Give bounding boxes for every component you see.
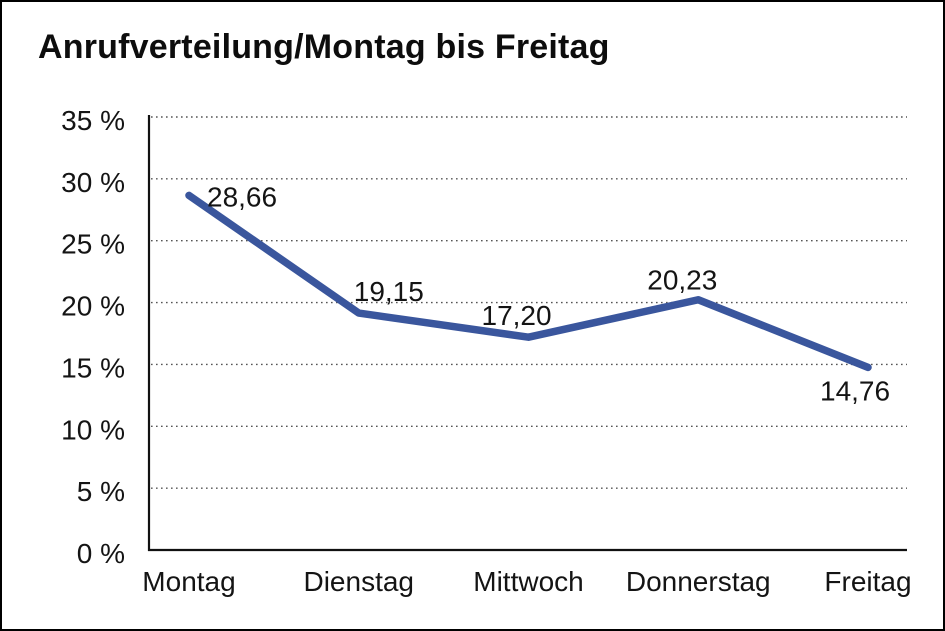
x-category-label: Dienstag [303, 566, 414, 597]
y-tick-label: 25 % [61, 229, 125, 260]
data-point-label: 19,15 [354, 276, 424, 307]
y-tick-label: 0 % [77, 538, 125, 569]
data-series-line [185, 191, 872, 372]
y-tick-label: 35 % [61, 105, 125, 136]
y-tick-label: 5 % [77, 476, 125, 507]
x-category-label: Mittwoch [473, 566, 583, 597]
x-category-label: Montag [142, 566, 235, 597]
y-tick-label: 30 % [61, 167, 125, 198]
data-point-label: 14,76 [820, 375, 890, 406]
x-category-label: Freitag [824, 566, 911, 597]
y-tick-label: 20 % [61, 291, 125, 322]
chart-title: Anrufverteilung/Montag bis Freitag [38, 28, 610, 66]
x-category-label: Donnerstag [626, 566, 771, 597]
data-point-label: 28,66 [207, 181, 277, 212]
data-point-label: 20,23 [647, 265, 717, 296]
y-tick-label: 15 % [61, 352, 125, 383]
y-tick-label: 10 % [61, 414, 125, 445]
data-point-label: 17,20 [482, 300, 552, 331]
